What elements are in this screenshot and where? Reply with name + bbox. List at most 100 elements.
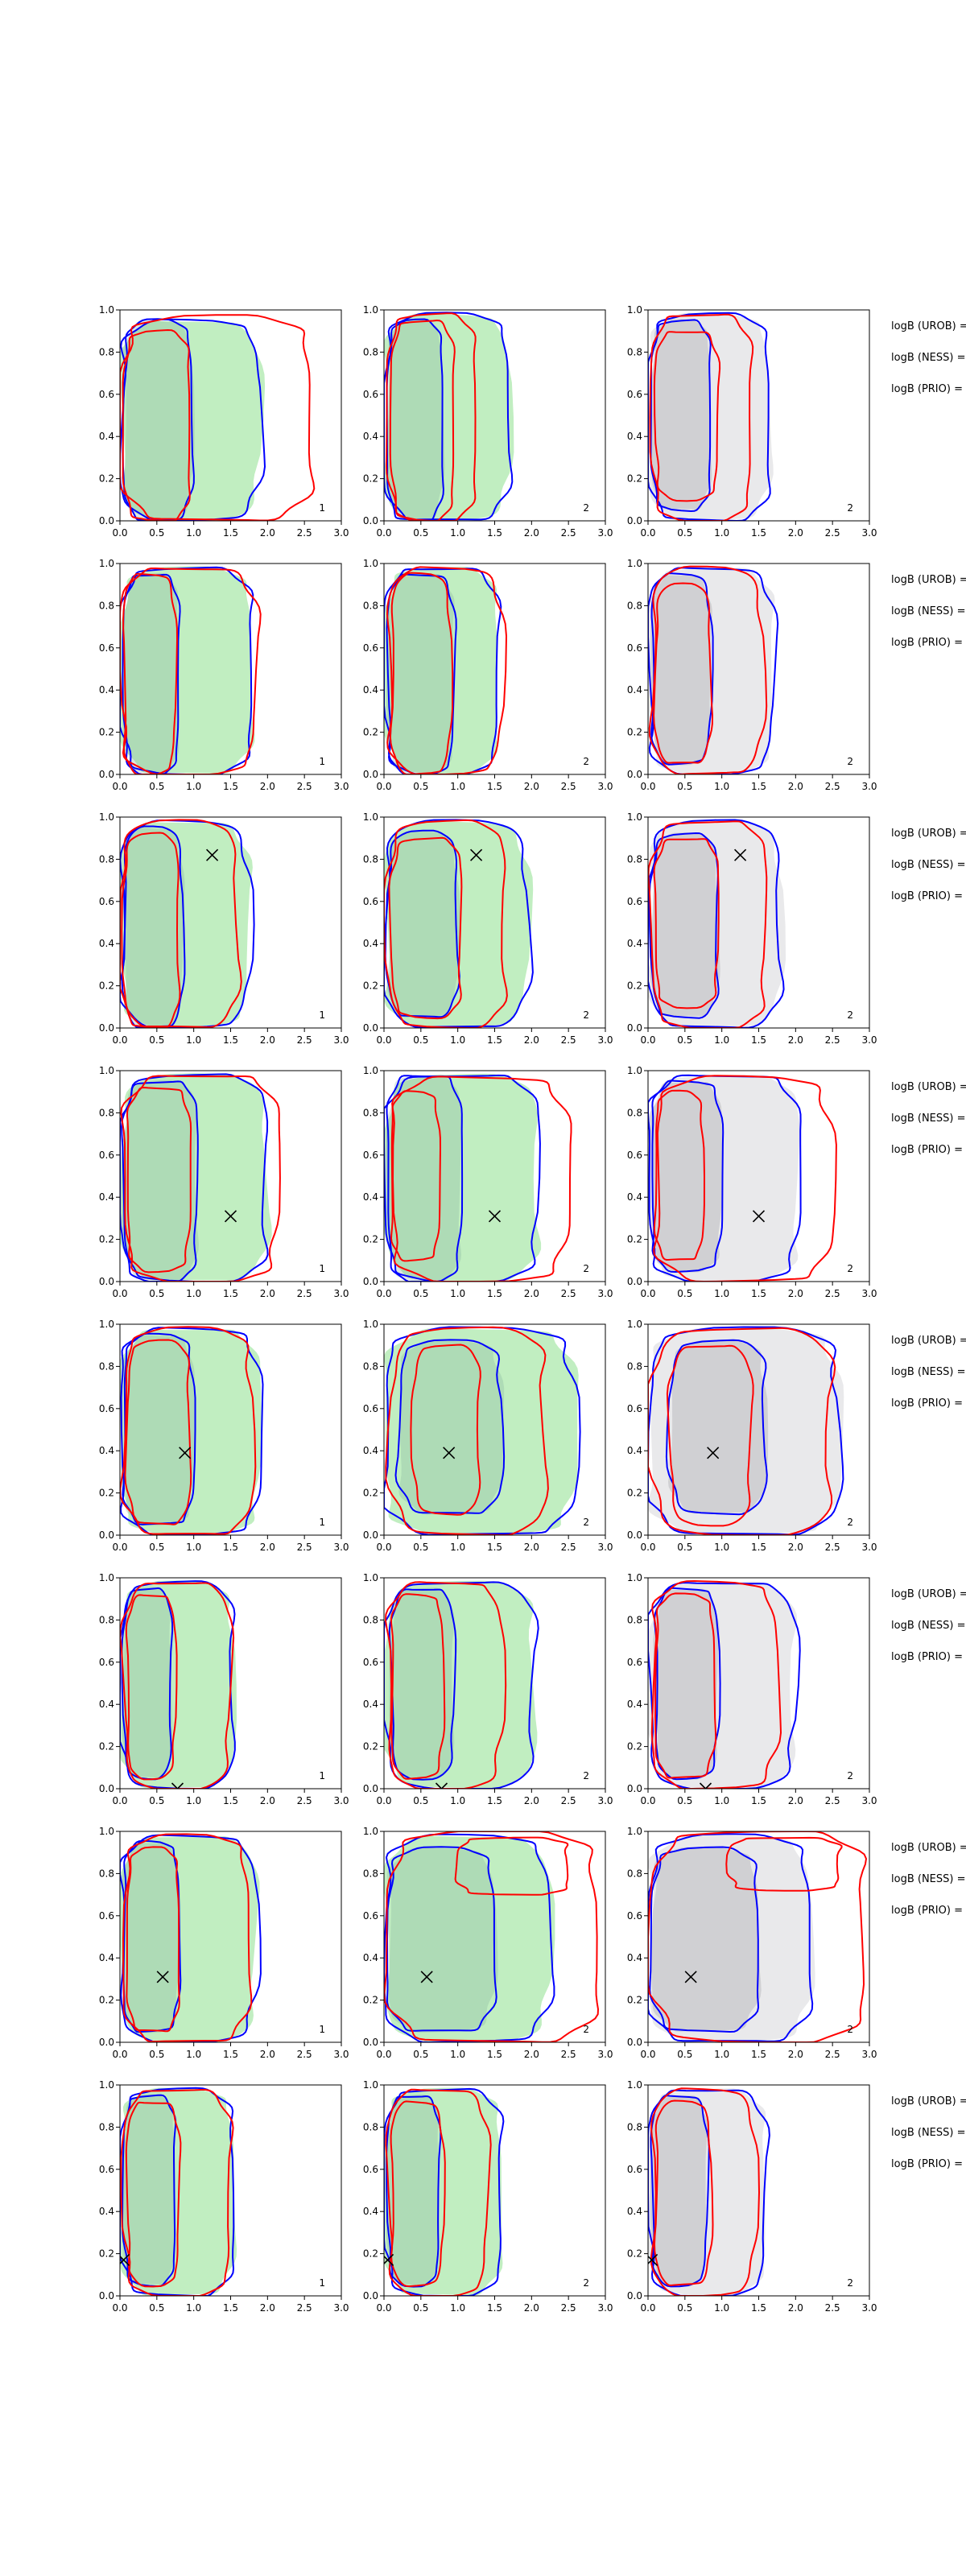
panel-content — [384, 1580, 539, 1789]
panel-r8-c1: 0.0 0.5 1.0 1.5 2.0 2.5 3.0 0.0 0.2 0.4 0.6 0.8 1.0 1 — [99, 2079, 349, 2314]
logb-label-r7-1: logB (UROB) = — [891, 1842, 966, 1854]
true-value-marker — [684, 1971, 697, 1984]
y-tick-label: 1.0 — [627, 1572, 642, 1583]
panel-content — [120, 1833, 262, 2042]
blue-contour-outer — [648, 1833, 814, 2042]
logb-label-r7-2: logB (NESS) = — [891, 1873, 965, 1885]
x-tick-label: 0.5 — [413, 1795, 428, 1806]
y-tick-label: 0.4 — [627, 684, 642, 696]
y-tick-label: 0.4 — [627, 938, 642, 949]
shaded-region-outer — [120, 822, 253, 1028]
x-tick-label: 3.0 — [333, 2302, 349, 2314]
panel-index-label: 2 — [847, 756, 853, 767]
panel-content — [384, 1326, 581, 1535]
y-tick-label: 1.0 — [363, 304, 378, 316]
blue-contour-outer — [384, 1074, 541, 1282]
x-tick-label: 1.5 — [751, 1288, 766, 1299]
y-tick-label: 0.0 — [627, 1530, 642, 1541]
panel-r4-c1: 0.0 0.5 1.0 1.5 2.0 2.5 3.0 0.0 0.2 0.4 0.6 0.8 1.0 1 — [99, 1065, 349, 1299]
x-tick-label: 0.0 — [640, 2049, 655, 2060]
x-tick-label: 0.0 — [112, 2302, 127, 2314]
logb-label-r6-1: logB (UROB) = — [891, 1588, 966, 1600]
x-tick-label: 0.0 — [112, 1795, 127, 1806]
x-tick-label: 3.0 — [861, 1795, 877, 1806]
y-tick-label: 1.0 — [99, 1065, 114, 1076]
panel-content — [648, 312, 774, 521]
red-contour-outer — [384, 819, 508, 1028]
red-contour-outer — [650, 2087, 761, 2296]
x-tick-label: 3.0 — [861, 1034, 877, 1046]
x-tick-label: 1.0 — [186, 2302, 201, 2314]
blue-contour-inner — [651, 1080, 724, 1274]
panel-index-label: 2 — [583, 2024, 589, 2035]
y-tick-label: 0.6 — [363, 642, 378, 654]
x-tick-label: 1.0 — [186, 1542, 201, 1553]
y-tick-label: 0.6 — [99, 642, 114, 654]
x-tick-label: 2.5 — [297, 1542, 312, 1553]
x-tick-label: 1.0 — [450, 2049, 465, 2060]
red-contour-inner — [125, 2101, 182, 2288]
true-value-marker — [648, 2253, 658, 2267]
panel-index-label: 2 — [583, 1517, 589, 1528]
x-tick-label: 1.0 — [714, 527, 729, 539]
shaded-region-outer — [648, 1581, 798, 1789]
true-value-marker — [707, 1447, 720, 1459]
logb-label-r5-3: logB (PRIO) = — [891, 1397, 963, 1410]
y-tick-label: 1.0 — [363, 1826, 378, 1837]
shaded-region-inner — [122, 1587, 173, 1778]
panel-content — [120, 1326, 264, 1535]
blue-contour-inner — [650, 2095, 710, 2288]
x-tick-label: 1.0 — [186, 2049, 201, 2060]
y-tick-label: 0.0 — [99, 769, 114, 780]
x-tick-label: 1.5 — [751, 2049, 766, 2060]
x-tick-label: 0.0 — [376, 1795, 391, 1806]
y-tick-label: 0.6 — [363, 1150, 378, 1161]
true-value-marker — [224, 1210, 237, 1223]
panel-index-label: 2 — [847, 1770, 853, 1781]
panel-content — [120, 819, 255, 1028]
y-tick-label: 0.0 — [363, 2290, 378, 2301]
red-contour-inner — [125, 1594, 178, 1781]
x-tick-label: 0.0 — [376, 781, 391, 792]
shaded-region-inner — [122, 1842, 181, 2033]
x-tick-label: 0.0 — [112, 1542, 127, 1553]
x-tick-label: 3.0 — [333, 1288, 349, 1299]
y-tick-label: 1.0 — [627, 1065, 642, 1076]
panel-index-label: 1 — [319, 1770, 325, 1781]
x-tick-label: 0.5 — [677, 2049, 692, 2060]
x-tick-label: 2.5 — [297, 1034, 312, 1046]
x-tick-label: 1.0 — [714, 1034, 729, 1046]
y-tick-label: 0.0 — [363, 1276, 378, 1287]
shaded-region-inner — [668, 1340, 769, 1514]
x-tick-label: 3.0 — [861, 527, 877, 539]
x-tick-label: 2.0 — [524, 2302, 539, 2314]
x-tick-label: 2.5 — [825, 1795, 840, 1806]
panel-index-label: 2 — [847, 1517, 853, 1528]
x-tick-label: 0.5 — [149, 781, 164, 792]
panel-r4-c2: 0.0 0.5 1.0 1.5 2.0 2.5 3.0 0.0 0.2 0.4 0.6 0.8 1.0 2 — [363, 1065, 613, 1299]
blue-contour-inner — [649, 1846, 760, 2033]
shaded-region-inner — [122, 2094, 176, 2285]
y-tick-label: 0.4 — [627, 1952, 642, 1963]
logb-label-r3-2: logB (NESS) = — [891, 859, 965, 871]
red-contour-outer — [648, 1327, 836, 1535]
shaded-region-inner — [123, 827, 185, 1028]
x-tick-label: 2.5 — [561, 1034, 576, 1046]
x-tick-label: 3.0 — [597, 527, 613, 539]
x-tick-label: 2.0 — [260, 2049, 275, 2060]
x-tick-label: 0.5 — [149, 1034, 164, 1046]
y-tick-label: 1.0 — [627, 1319, 642, 1330]
panel-r8-c2: 0.0 0.5 1.0 1.5 2.0 2.5 3.0 0.0 0.2 0.4 0.6 0.8 1.0 2 — [363, 2079, 613, 2314]
panel-content — [384, 1831, 600, 2042]
x-tick-label: 1.0 — [450, 2302, 465, 2314]
shaded-region-inner — [122, 572, 180, 774]
red-contour-inner — [126, 1846, 180, 2033]
logb-label-r5-1: logB (UROB) = — [891, 1335, 966, 1347]
panel-content — [120, 2087, 237, 2296]
x-tick-label: 2.5 — [297, 1795, 312, 1806]
y-tick-label: 0.0 — [363, 515, 378, 526]
x-tick-label: 2.5 — [825, 1034, 840, 1046]
logb-label-r4-2: logB (NESS) = — [891, 1113, 965, 1125]
logb-label-r4-1: logB (UROB) = — [891, 1081, 966, 1093]
